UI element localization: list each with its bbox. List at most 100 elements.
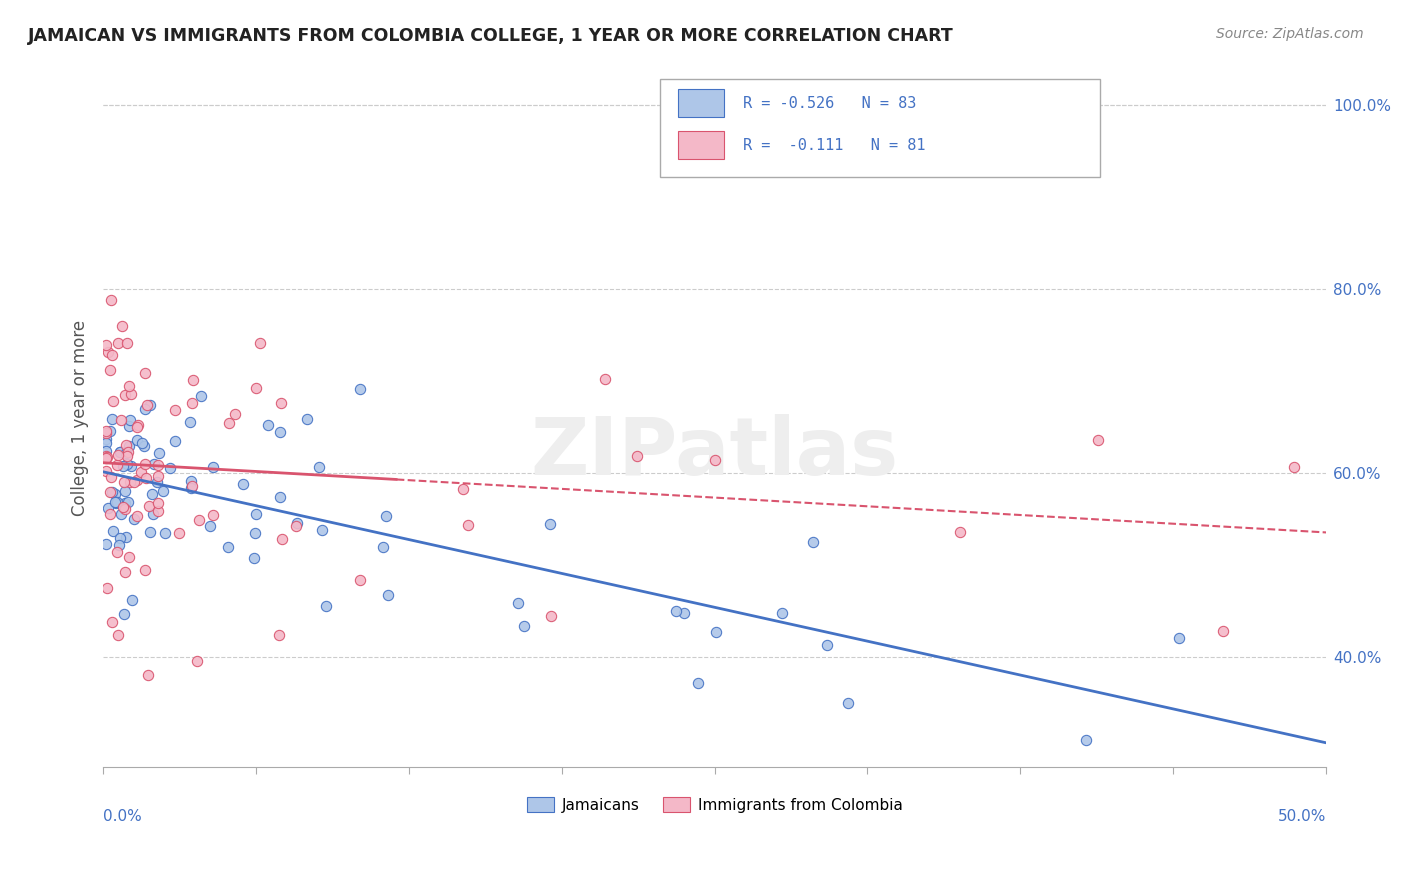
- Point: [135, 471, 157, 485]
- Point: [125, 473, 148, 487]
- Point: [131, 436, 153, 450]
- Point: [105, 458, 128, 472]
- Point: [224, 407, 246, 421]
- Point: [311, 523, 333, 537]
- Point: [115, 531, 138, 545]
- Point: [815, 638, 838, 652]
- Point: [180, 474, 202, 488]
- Point: [1074, 733, 1097, 747]
- Point: [148, 468, 170, 483]
- Y-axis label: College, 1 year or more: College, 1 year or more: [72, 320, 89, 516]
- Point: [94, 338, 117, 352]
- Point: [180, 396, 202, 410]
- Point: [104, 487, 127, 501]
- Point: [139, 398, 162, 412]
- Point: [100, 293, 122, 307]
- Point: [96, 450, 118, 465]
- Point: [451, 482, 474, 496]
- Point: [457, 518, 479, 533]
- Point: [114, 502, 136, 516]
- Point: [101, 524, 124, 538]
- Point: [117, 379, 139, 393]
- Point: [111, 319, 134, 334]
- Point: [134, 366, 156, 380]
- Point: [136, 667, 159, 681]
- Point: [180, 481, 202, 495]
- Point: [183, 373, 205, 387]
- Point: [308, 460, 330, 475]
- Point: [374, 509, 396, 524]
- Point: [198, 519, 221, 533]
- Point: [159, 460, 181, 475]
- Point: [269, 425, 291, 440]
- Text: ZIPatlas: ZIPatlas: [530, 414, 898, 491]
- Point: [117, 445, 139, 459]
- Point: [125, 433, 148, 447]
- Point: [245, 526, 267, 541]
- Point: [349, 382, 371, 396]
- Point: [120, 386, 142, 401]
- Point: [256, 417, 278, 432]
- Point: [104, 496, 127, 510]
- Point: [97, 345, 120, 359]
- Point: [148, 446, 170, 460]
- Point: [704, 624, 727, 639]
- Point: [269, 491, 291, 505]
- Point: [120, 413, 142, 427]
- Point: [127, 420, 149, 434]
- Point: [202, 460, 225, 475]
- Point: [98, 484, 121, 499]
- Point: [270, 395, 292, 409]
- Point: [110, 413, 132, 427]
- Point: [148, 504, 170, 518]
- Point: [94, 426, 117, 441]
- Point: [136, 398, 159, 412]
- Point: [837, 697, 859, 711]
- Point: [94, 449, 117, 463]
- Point: [94, 537, 117, 551]
- Text: R =  -0.111   N = 81: R = -0.111 N = 81: [742, 138, 925, 153]
- Point: [104, 495, 127, 509]
- Point: [242, 550, 264, 565]
- Point: [770, 607, 793, 621]
- Point: [107, 448, 129, 462]
- Bar: [678, 89, 724, 118]
- Point: [115, 457, 138, 471]
- Point: [110, 531, 132, 545]
- Point: [141, 487, 163, 501]
- Point: [100, 363, 122, 377]
- Point: [118, 549, 141, 564]
- Text: 0.0%: 0.0%: [103, 809, 142, 824]
- Point: [672, 606, 695, 620]
- Text: 50.0%: 50.0%: [1278, 809, 1326, 824]
- Point: [114, 388, 136, 402]
- Point: [180, 479, 202, 493]
- Point: [134, 402, 156, 417]
- Text: JAMAICAN VS IMMIGRANTS FROM COLOMBIA COLLEGE, 1 YEAR OR MORE CORRELATION CHART: JAMAICAN VS IMMIGRANTS FROM COLOMBIA COL…: [28, 27, 953, 45]
- Point: [217, 541, 239, 555]
- Point: [201, 508, 224, 523]
- FancyBboxPatch shape: [659, 79, 1099, 177]
- Point: [249, 335, 271, 350]
- Text: Source: ZipAtlas.com: Source: ZipAtlas.com: [1216, 27, 1364, 41]
- Point: [540, 609, 562, 624]
- Point: [186, 655, 208, 669]
- Point: [134, 563, 156, 577]
- Point: [373, 541, 395, 555]
- Point: [218, 416, 240, 430]
- Point: [112, 607, 135, 621]
- Point: [139, 525, 162, 540]
- Point: [349, 573, 371, 587]
- Point: [315, 599, 337, 614]
- Point: [124, 512, 146, 526]
- Legend: Jamaicans, Immigrants from Colombia: Jamaicans, Immigrants from Colombia: [520, 791, 908, 819]
- Point: [190, 389, 212, 403]
- Point: [94, 450, 117, 465]
- Point: [1212, 624, 1234, 638]
- Text: R = -0.526   N = 83: R = -0.526 N = 83: [742, 96, 917, 111]
- Point: [114, 496, 136, 510]
- Point: [704, 453, 727, 467]
- Point: [105, 495, 128, 509]
- Point: [1167, 631, 1189, 645]
- Point: [245, 381, 267, 395]
